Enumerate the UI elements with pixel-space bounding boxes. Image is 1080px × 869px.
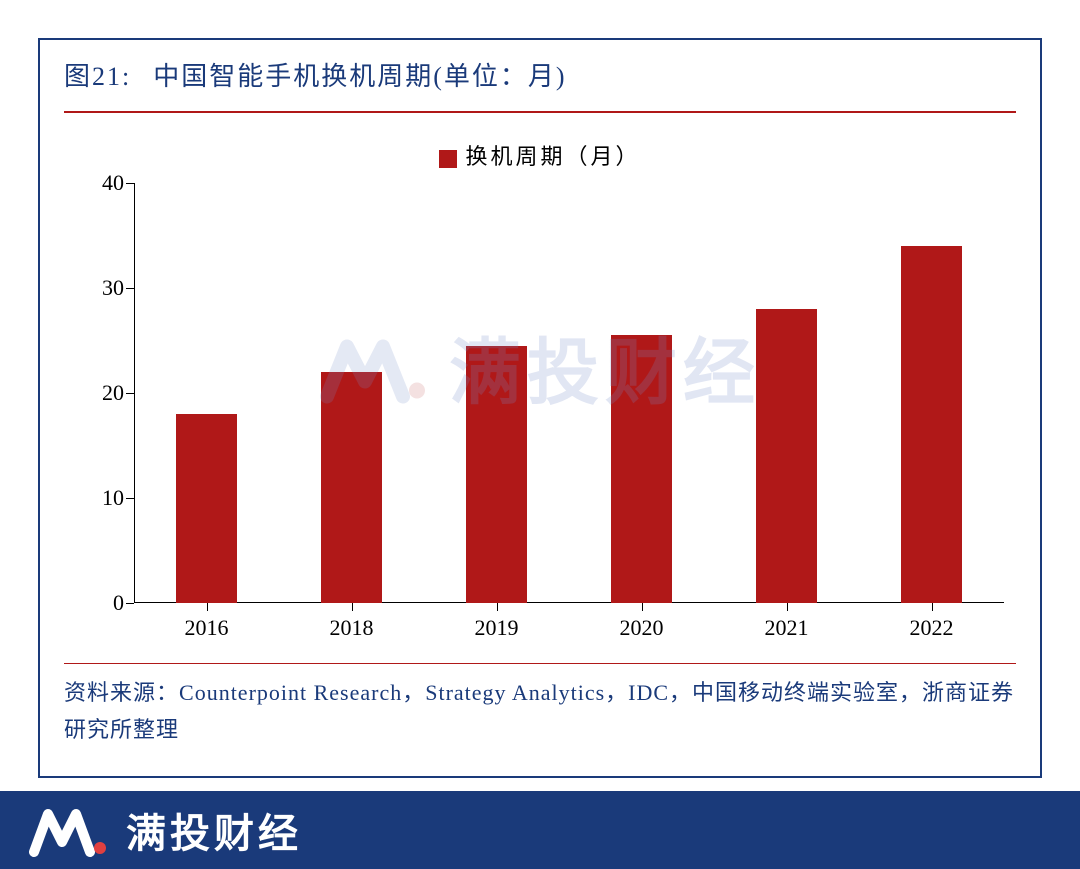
x-tick [207, 603, 208, 611]
y-tick-label: 20 [79, 380, 124, 406]
chart-legend: 换机周期（月） [64, 133, 1016, 171]
source-text: Counterpoint Research，Strategy Analytics… [64, 680, 1014, 742]
source-label: 资料来源： [64, 680, 179, 705]
y-tick-label: 0 [79, 590, 124, 616]
x-tick [352, 603, 353, 611]
x-tick-label: 2021 [765, 615, 809, 641]
bar [321, 372, 382, 603]
x-tick [642, 603, 643, 611]
bar [611, 335, 672, 603]
y-tick [126, 603, 134, 604]
y-axis [134, 183, 135, 603]
y-tick [126, 498, 134, 499]
y-tick-label: 30 [79, 275, 124, 301]
legend-label: 换机周期（月） [465, 144, 640, 169]
y-tick [126, 393, 134, 394]
bar [901, 246, 962, 603]
x-tick [787, 603, 788, 611]
bar [176, 414, 237, 603]
x-tick-label: 2022 [910, 615, 954, 641]
figure-title: 中国智能手机换机周期(单位：月) [153, 62, 566, 91]
x-tick-label: 2019 [475, 615, 519, 641]
footer-bar: 满投财经 [0, 791, 1080, 869]
figure-title-row: 图21: 中国智能手机换机周期(单位：月) [40, 40, 1040, 105]
bar [466, 346, 527, 603]
y-tick-label: 40 [79, 170, 124, 196]
x-tick-label: 2016 [185, 615, 229, 641]
figure-number: 图21: [64, 62, 131, 91]
x-tick-label: 2018 [330, 615, 374, 641]
legend-swatch [439, 150, 457, 168]
footer-logo-icon [28, 802, 108, 858]
y-tick [126, 183, 134, 184]
source-row: 资料来源：Counterpoint Research，Strategy Anal… [40, 664, 1040, 765]
x-tick [932, 603, 933, 611]
title-underline [64, 111, 1016, 113]
y-tick-label: 10 [79, 485, 124, 511]
x-axis [134, 602, 1004, 603]
x-tick-label: 2020 [620, 615, 664, 641]
bar [756, 309, 817, 603]
footer-text: 满投财经 [126, 801, 302, 859]
y-tick [126, 288, 134, 289]
chart-plot: 010203040201620182019202020212022 [134, 183, 1004, 603]
figure-frame: 图21: 中国智能手机换机周期(单位：月) 换机周期（月） 0102030402… [38, 38, 1042, 778]
chart-area: 换机周期（月） 01020304020162018201920202021202… [64, 133, 1016, 663]
x-tick [497, 603, 498, 611]
